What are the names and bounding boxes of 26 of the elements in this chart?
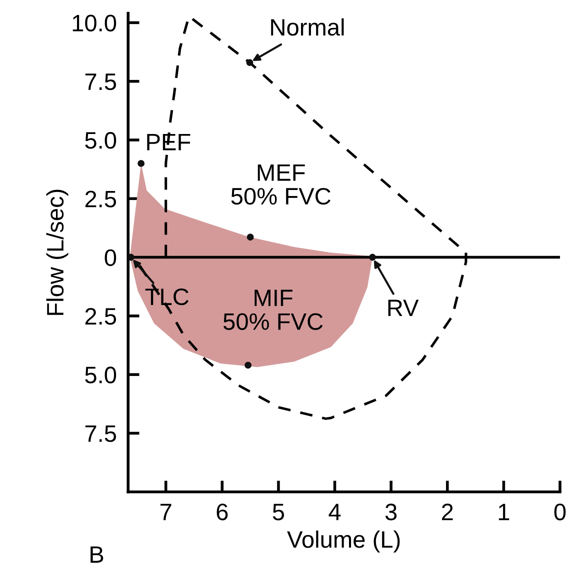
annotation: TLC [145,288,189,306]
y-tick-label: 2.5 [85,308,116,325]
x-tick-label: 5 [272,504,284,520]
x-axis-title: Volume (L) [287,530,400,553]
y-tick-label: 0 [104,249,116,266]
x-tick-label: 7 [160,504,172,520]
x-tick-label: 3 [385,504,397,520]
annotation: MIF 50% FVC [223,290,323,330]
x-tick-label: 4 [328,504,341,520]
x-tick-label: 2 [442,504,453,520]
x-tick-label: 1 [498,504,510,520]
x-tick-label: 6 [216,504,228,520]
y-tick-label: 10.0 [72,14,116,32]
annotation: RV [388,300,419,316]
y-tick-label: 7.5 [85,74,116,90]
y-axis-title: Flow (L/sec) [46,190,68,315]
text: B [90,546,104,563]
y-tick-label: 5.0 [85,366,116,384]
x-tick-label: 0 [554,504,566,520]
annotation: PEF [147,134,190,150]
y-tick-label: 2.5 [85,190,116,208]
point [246,59,254,66]
y-tick-label: 5.0 [85,132,116,149]
y-tick-label: 7.5 [85,426,116,442]
annotation: MEF 50% FVC [231,164,330,205]
annotation: Normal [271,18,344,36]
